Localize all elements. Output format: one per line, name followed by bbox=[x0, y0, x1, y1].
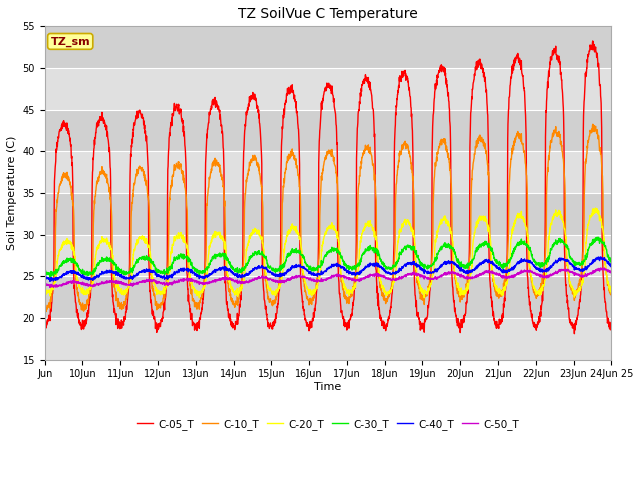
C-30_T bbox=[593, 234, 601, 240]
C-50_T bbox=[357, 277, 365, 283]
C-40_T bbox=[41, 273, 49, 279]
C-20_T bbox=[357, 239, 365, 244]
C-10_T bbox=[345, 294, 353, 300]
Bar bbox=[45, 235, 611, 276]
Line: C-20_T: C-20_T bbox=[45, 208, 611, 298]
C-30_T bbox=[493, 261, 500, 266]
Line: C-30_T: C-30_T bbox=[45, 237, 611, 277]
Text: TZ_sm: TZ_sm bbox=[51, 36, 90, 47]
Title: TZ SoilVue C Temperature: TZ SoilVue C Temperature bbox=[238, 7, 418, 21]
C-40_T bbox=[573, 266, 581, 272]
C-30_T bbox=[345, 263, 353, 269]
C-10_T bbox=[607, 292, 615, 298]
C-40_T bbox=[199, 274, 207, 279]
Bar bbox=[45, 193, 611, 235]
C-05_T bbox=[344, 322, 352, 327]
Line: C-05_T: C-05_T bbox=[45, 41, 611, 334]
C-50_T bbox=[345, 275, 353, 280]
C-10_T bbox=[357, 164, 365, 170]
C-10_T bbox=[493, 293, 500, 299]
C-30_T bbox=[557, 238, 565, 244]
C-20_T bbox=[41, 286, 49, 292]
C-20_T bbox=[195, 295, 203, 301]
C-30_T bbox=[607, 260, 615, 266]
C-40_T bbox=[607, 264, 615, 270]
C-05_T bbox=[607, 327, 615, 333]
Bar bbox=[45, 26, 611, 68]
C-20_T bbox=[607, 290, 615, 296]
C-40_T bbox=[493, 265, 500, 271]
C-05_T bbox=[493, 318, 500, 324]
C-50_T bbox=[41, 280, 49, 286]
C-50_T bbox=[607, 270, 615, 276]
C-40_T bbox=[357, 270, 365, 276]
C-30_T bbox=[46, 275, 54, 280]
C-30_T bbox=[573, 262, 581, 267]
C-40_T bbox=[595, 254, 602, 260]
Line: C-40_T: C-40_T bbox=[45, 257, 611, 281]
Bar bbox=[45, 318, 611, 360]
C-10_T bbox=[573, 288, 581, 294]
C-50_T bbox=[600, 265, 608, 271]
C-40_T bbox=[46, 278, 54, 284]
Line: C-10_T: C-10_T bbox=[45, 124, 611, 312]
C-10_T bbox=[557, 144, 565, 149]
Bar bbox=[45, 151, 611, 193]
C-20_T bbox=[199, 285, 207, 291]
C-05_T bbox=[199, 300, 207, 306]
C-50_T bbox=[573, 272, 581, 277]
Line: C-50_T: C-50_T bbox=[45, 268, 611, 288]
Bar bbox=[45, 68, 611, 109]
C-30_T bbox=[41, 268, 49, 274]
C-10_T bbox=[199, 286, 207, 292]
C-10_T bbox=[41, 302, 49, 308]
C-05_T bbox=[41, 319, 49, 324]
C-05_T bbox=[357, 94, 365, 99]
C-05_T bbox=[573, 316, 581, 322]
Legend: C-05_T, C-10_T, C-20_T, C-30_T, C-40_T, C-50_T: C-05_T, C-10_T, C-20_T, C-30_T, C-40_T, … bbox=[133, 415, 523, 434]
C-05_T bbox=[557, 74, 565, 80]
C-30_T bbox=[199, 268, 207, 274]
C-30_T bbox=[357, 259, 365, 264]
C-10_T bbox=[42, 309, 50, 314]
Bar bbox=[45, 109, 611, 151]
C-20_T bbox=[345, 287, 353, 293]
C-10_T bbox=[589, 121, 596, 127]
C-50_T bbox=[557, 267, 565, 273]
C-05_T bbox=[589, 38, 596, 44]
C-20_T bbox=[493, 288, 500, 294]
C-20_T bbox=[557, 215, 565, 220]
X-axis label: Time: Time bbox=[314, 382, 342, 392]
C-20_T bbox=[592, 205, 600, 211]
C-20_T bbox=[573, 290, 581, 296]
C-50_T bbox=[46, 285, 54, 290]
C-40_T bbox=[345, 268, 353, 274]
C-50_T bbox=[493, 272, 500, 277]
Y-axis label: Soil Temperature (C): Soil Temperature (C) bbox=[7, 136, 17, 250]
C-40_T bbox=[557, 256, 565, 262]
C-50_T bbox=[199, 280, 207, 286]
Bar bbox=[45, 276, 611, 318]
C-05_T bbox=[570, 331, 578, 336]
